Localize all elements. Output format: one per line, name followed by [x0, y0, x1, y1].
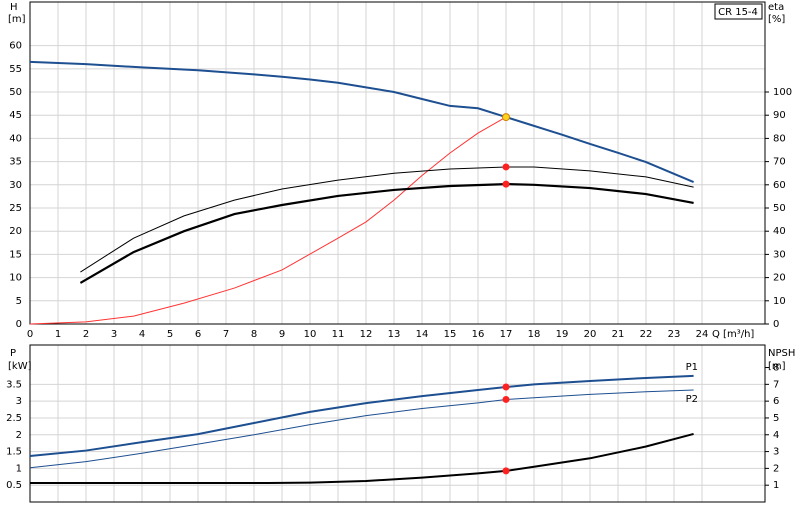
series-label: P2	[686, 394, 698, 405]
y2-axis-unit: [m]	[768, 361, 786, 372]
y2-tick-label: 1	[773, 480, 779, 491]
duty-point	[502, 180, 510, 188]
y2-tick-label: 7	[773, 379, 779, 390]
x-tick-label: 13	[388, 329, 401, 340]
y2-tick-label: 80	[773, 133, 786, 144]
y2-tick-label: 40	[773, 226, 786, 237]
duty-point	[502, 395, 510, 403]
y2-tick-label: 8	[773, 363, 779, 374]
x-tick-label: 15	[444, 329, 457, 340]
y-tick-label: 25	[9, 203, 22, 214]
x-tick-label: 22	[640, 329, 653, 340]
y-tick-label: 3	[16, 396, 22, 407]
y2-tick-label: 10	[773, 296, 786, 307]
x-tick-label: 2	[83, 329, 89, 340]
y-tick-label: 60	[9, 41, 22, 52]
y-tick-label: 5	[16, 296, 22, 307]
x-tick-label: 3	[111, 329, 117, 340]
series-line	[29, 60, 694, 183]
x-tick-label: 4	[139, 329, 145, 340]
series-line	[80, 166, 694, 273]
y2-axis-label: NPSH	[768, 348, 795, 359]
x-tick-label: 21	[612, 329, 625, 340]
x-tick-label: 24	[696, 329, 709, 340]
series-line	[79, 183, 694, 284]
y-tick-label: 2	[16, 430, 22, 441]
y2-tick-label: 4	[773, 430, 779, 441]
y-axis-unit: [m]	[8, 14, 26, 25]
y-tick-label: 20	[9, 226, 22, 237]
duty-point	[502, 383, 510, 391]
x-tick-label: 9	[279, 329, 285, 340]
x-tick-label: 20	[584, 329, 597, 340]
x-tick-label: 6	[195, 329, 201, 340]
y-tick-label: 50	[9, 87, 22, 98]
x-tick-label: 14	[416, 329, 429, 340]
pump-label: CR 15-4	[718, 7, 758, 18]
series-line	[29, 389, 694, 469]
y2-axis-unit: [%]	[768, 14, 785, 25]
y2-tick-label: 60	[773, 180, 786, 191]
y2-axis-label: eta	[768, 2, 784, 13]
x-tick-label: 5	[167, 329, 173, 340]
y-tick-label: 0.5	[6, 480, 22, 491]
x-axis-label: Q [m³/h]	[712, 329, 754, 340]
y2-tick-label: 5	[773, 413, 779, 424]
y2-tick-label: 20	[773, 273, 786, 284]
series-label: P1	[686, 362, 698, 373]
y2-tick-label: 3	[773, 447, 779, 458]
x-tick-label: 12	[360, 329, 373, 340]
y-tick-label: 3.5	[6, 379, 22, 390]
x-tick-label: 8	[251, 329, 257, 340]
x-tick-label: 16	[472, 329, 485, 340]
x-tick-label: 7	[223, 329, 229, 340]
x-tick-label: 10	[304, 329, 317, 340]
y2-tick-label: 100	[773, 87, 792, 98]
y-tick-label: 1	[16, 463, 22, 474]
duty-point	[502, 163, 510, 171]
y-tick-label: 35	[9, 157, 22, 168]
y2-tick-label: 50	[773, 203, 786, 214]
duty-point	[502, 113, 510, 122]
y-tick-label: 1.5	[6, 447, 22, 458]
y2-tick-label: 70	[773, 157, 786, 168]
x-tick-label: 1	[55, 329, 61, 340]
x-tick-label: 19	[556, 329, 569, 340]
y-tick-label: 45	[9, 110, 22, 121]
x-tick-label: 23	[668, 329, 681, 340]
y2-tick-label: 2	[773, 463, 779, 474]
x-tick-label: 18	[528, 329, 541, 340]
y-tick-label: 15	[9, 249, 22, 260]
y-tick-label: 10	[9, 273, 22, 284]
series-line	[29, 374, 694, 457]
y-tick-label: 2.5	[6, 413, 22, 424]
y-tick-label: 0	[16, 319, 22, 330]
y-axis-unit: [kW]	[8, 361, 32, 372]
series-line	[29, 116, 507, 325]
plot-frame	[29, 344, 766, 503]
plot-frame	[29, 1, 766, 325]
label-box	[714, 3, 763, 20]
x-tick-label: 0	[27, 329, 33, 340]
y2-tick-label: 30	[773, 249, 786, 260]
y-tick-label: 30	[9, 180, 22, 191]
y-tick-label: 40	[9, 133, 22, 144]
x-tick-label: 11	[332, 329, 345, 340]
y-axis-label: P	[10, 348, 16, 359]
series-line	[30, 432, 694, 485]
y2-tick-label: 6	[773, 396, 779, 407]
duty-point	[502, 467, 510, 475]
y2-tick-label: 90	[773, 110, 786, 121]
y-tick-label: 55	[9, 64, 22, 75]
y-axis-label: H	[10, 2, 18, 13]
y2-tick-label: 0	[773, 319, 779, 330]
x-tick-label: 17	[500, 329, 513, 340]
